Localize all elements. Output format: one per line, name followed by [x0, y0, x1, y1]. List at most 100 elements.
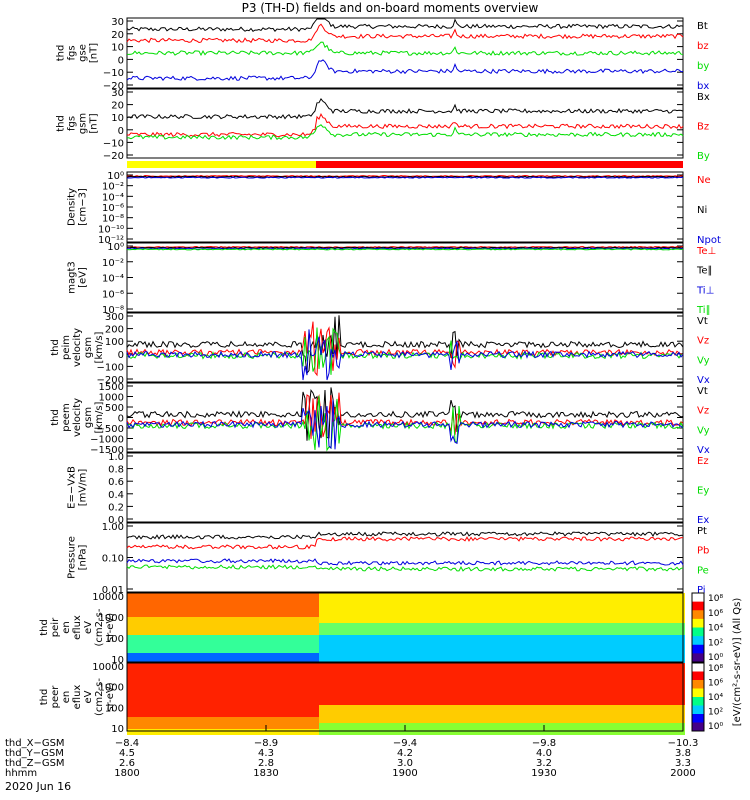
heatmap-cell	[331, 687, 337, 693]
heatmap-cell	[541, 599, 547, 605]
heatmap-cell	[211, 623, 217, 629]
heatmap-cell	[175, 629, 181, 635]
heatmap-cell	[571, 663, 577, 669]
heatmap-cell	[559, 647, 565, 653]
heatmap-cell	[667, 605, 673, 611]
heatmap-cell	[199, 635, 205, 641]
heatmap-cell	[217, 699, 223, 705]
heatmap-cell	[619, 675, 625, 681]
heatmap-cell	[361, 711, 367, 717]
y-axis-label: gsm	[83, 407, 94, 428]
heatmap-cell	[289, 705, 295, 711]
heatmap-cell	[355, 593, 361, 599]
heatmap-cell	[517, 635, 523, 641]
heatmap-cell	[583, 653, 589, 659]
heatmap-cell	[403, 629, 409, 635]
panel-frame	[126, 312, 684, 383]
heatmap-cell	[637, 705, 643, 711]
y-axis-label: [eV]	[78, 267, 89, 288]
heatmap-cell	[655, 675, 661, 681]
heatmap-cell	[295, 675, 301, 681]
heatmap-cell	[625, 669, 631, 675]
heatmap-cell	[199, 647, 205, 653]
heatmap-cell	[325, 611, 331, 617]
heatmap-cell	[649, 687, 655, 693]
heatmap-cell	[139, 711, 145, 717]
heatmap-cell	[505, 593, 511, 599]
series-line-Vt	[126, 315, 684, 375]
heatmap-cell	[373, 681, 379, 687]
heatmap-cell	[535, 663, 541, 669]
heatmap-cell	[337, 611, 343, 617]
heatmap-cell	[553, 681, 559, 687]
heatmap-cell	[589, 669, 595, 675]
heatmap-cell	[169, 663, 175, 669]
heatmap-cell	[283, 723, 289, 729]
heatmap-cell	[361, 681, 367, 687]
heatmap-cell	[265, 611, 271, 617]
heatmap-cell	[595, 623, 601, 629]
heatmap-cell	[289, 623, 295, 629]
heatmap-cell	[673, 593, 679, 599]
heatmap-cell	[457, 693, 463, 699]
heatmap-cell	[553, 675, 559, 681]
heatmap-cell	[229, 641, 235, 647]
heatmap-cell	[547, 699, 553, 705]
heatmap-cell	[409, 717, 415, 723]
heatmap-cell	[547, 705, 553, 711]
heatmap-cell	[235, 605, 241, 611]
heatmap-cell	[445, 699, 451, 705]
heatmap-cell	[487, 623, 493, 629]
heatmap-cell	[655, 729, 661, 735]
heatmap-cell	[127, 669, 133, 675]
heatmap-cell	[613, 669, 619, 675]
heatmap-cell	[343, 641, 349, 647]
heatmap-cell	[361, 669, 367, 675]
heatmap-cell	[625, 593, 631, 599]
heatmap-cell	[331, 611, 337, 617]
heatmap-cell	[583, 687, 589, 693]
heatmap-cell	[517, 593, 523, 599]
heatmap-cell	[337, 629, 343, 635]
heatmap-cell	[163, 617, 169, 623]
heatmap-cell	[373, 617, 379, 623]
heatmap-cell	[271, 599, 277, 605]
heatmap-cell	[349, 617, 355, 623]
heatmap-cell	[445, 681, 451, 687]
heatmap-cell	[595, 669, 601, 675]
heatmap-cell	[241, 605, 247, 611]
heatmap-cell	[427, 623, 433, 629]
heatmap-cell	[541, 693, 547, 699]
heatmap-cell	[367, 681, 373, 687]
heatmap-cell	[175, 623, 181, 629]
heatmap-cell	[517, 681, 523, 687]
heatmap-cell	[421, 681, 427, 687]
heatmap-cell	[535, 647, 541, 653]
heatmap-cell	[613, 617, 619, 623]
heatmap-cell	[481, 693, 487, 699]
heatmap-cell	[619, 629, 625, 635]
heatmap-cell	[301, 635, 307, 641]
heatmap-cell	[139, 629, 145, 635]
heatmap-cell	[583, 729, 589, 735]
heatmap-cell	[643, 699, 649, 705]
heatmap-cell	[349, 623, 355, 629]
heatmap-cell	[397, 653, 403, 659]
heatmap-cell	[211, 717, 217, 723]
heatmap-cell	[343, 711, 349, 717]
x-tick-label: 4.0	[536, 748, 552, 759]
heatmap-cell	[127, 647, 133, 653]
heatmap-cell	[283, 605, 289, 611]
heatmap-cell	[319, 669, 325, 675]
heatmap-cell	[229, 629, 235, 635]
heatmap-cell	[343, 705, 349, 711]
heatmap-cell	[493, 611, 499, 617]
heatmap-cell	[445, 675, 451, 681]
heatmap-cell	[127, 605, 133, 611]
y-axis-label: E=−VxB	[67, 466, 78, 509]
heatmap-cell	[193, 723, 199, 729]
legend-entry: Vx	[697, 445, 710, 456]
heatmap-cell	[157, 723, 163, 729]
heatmap-cell	[271, 675, 277, 681]
heatmap-cell	[337, 705, 343, 711]
